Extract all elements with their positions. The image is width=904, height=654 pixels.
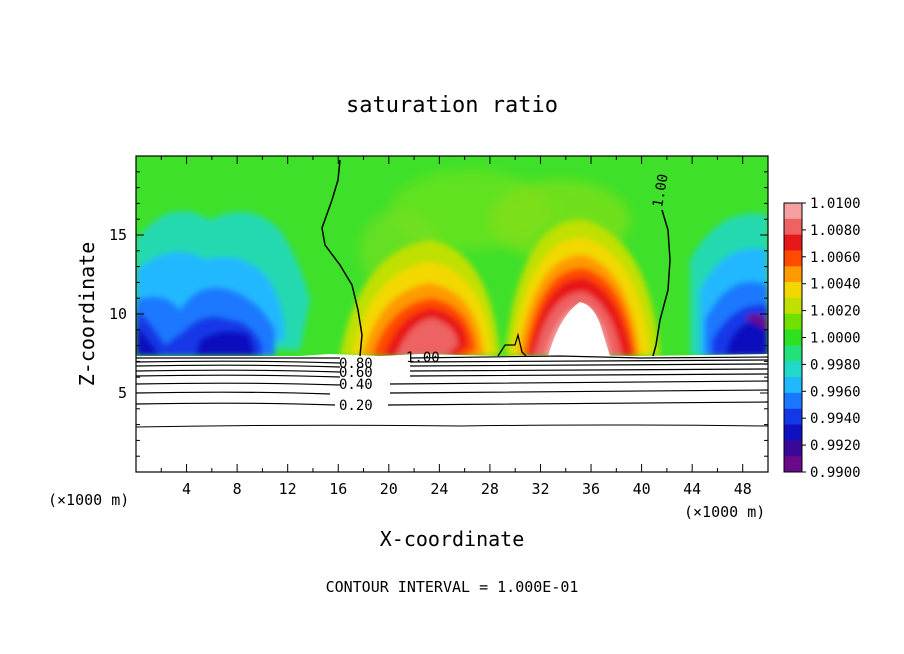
- colorbar-label: 0.9920: [810, 438, 861, 454]
- contour-label-2: 0.80: [339, 356, 373, 372]
- x-tick-label: 12: [279, 480, 297, 498]
- y-axis-ticks: 5 10 15: [109, 171, 768, 457]
- colorbar-label: 0.9940: [810, 411, 861, 427]
- x-tick-label: 16: [329, 480, 347, 498]
- plot-area: [136, 156, 768, 472]
- colorbar-swatch: [784, 313, 802, 331]
- contour-1-right: [652, 209, 671, 357]
- contour-1-mid: [497, 332, 527, 357]
- colorbar-swatch: [784, 361, 802, 378]
- left-supersaturated-plume: [340, 240, 500, 356]
- contour-label-3: 0.60: [339, 365, 373, 381]
- colorbar-label: 0.9980: [810, 357, 861, 373]
- colorbar-swatch: [784, 456, 802, 473]
- x-unit-left: (×1000 m): [48, 491, 129, 509]
- colorbar-swatch: [784, 234, 802, 251]
- x-tick-label: 36: [582, 480, 600, 498]
- x-tick-label: 48: [734, 480, 752, 498]
- colorbar-swatch: [784, 329, 802, 346]
- colorbar-swatch: [784, 424, 802, 441]
- y-tick-label: 15: [109, 226, 127, 244]
- chart-title: saturation ratio: [346, 93, 558, 118]
- y-tick-label: 5: [118, 384, 127, 402]
- colorbar-swatch: [784, 392, 802, 410]
- colorbar-swatch: [784, 250, 802, 267]
- colorbar-swatch: [784, 297, 802, 315]
- contour-label-1: 1.00: [406, 350, 440, 366]
- x-tick-label: 44: [683, 480, 701, 498]
- colorbar-label: 0.9960: [810, 384, 861, 400]
- x-tick-label: 20: [380, 480, 398, 498]
- colorbar-label: 1.0060: [810, 250, 861, 266]
- colorbar-swatch: [784, 282, 802, 299]
- colorbar-label: 1.0080: [810, 223, 861, 239]
- colorbar-label: 0.9900: [810, 465, 861, 481]
- colorbar-swatch: [784, 377, 802, 394]
- x-tick-label: 8: [233, 480, 242, 498]
- colorbar-swatch: [784, 408, 802, 426]
- contour-interval-note: CONTOUR INTERVAL = 1.000E-01: [326, 578, 579, 596]
- colorbar: 1.0100 1.0080 1.0060 1.0040 1.0020 1.0000 0.99…: [783, 196, 861, 481]
- contour-label-5: 0.20: [339, 398, 373, 414]
- colorbar-swatch: [784, 218, 802, 236]
- colorbar-swatch: [784, 440, 802, 457]
- colorbar-swatch: [784, 266, 802, 283]
- y-tick-label: 10: [109, 305, 127, 323]
- x-tick-label: 4: [182, 480, 191, 498]
- contour-label-4: 0.40: [339, 377, 373, 393]
- contour-label-6: 1.00: [650, 173, 672, 209]
- x-unit-right: (×1000 m): [684, 503, 765, 521]
- colorbar-label: 1.0040: [810, 277, 861, 293]
- x-axis-ticks: 4 8 12 16 20 24 28 32 36 40 44 48: [160, 156, 752, 498]
- x-tick-label: 24: [430, 480, 448, 498]
- x-axis-label: X-coordinate: [380, 527, 525, 551]
- y-axis-label: Z-coordinate: [75, 242, 99, 387]
- right-plume-core: [548, 302, 610, 356]
- colorbar-swatch: [784, 203, 802, 220]
- colorbar-swatch: [784, 345, 802, 362]
- right-subsaturated-region: [690, 213, 768, 356]
- x-tick-label: 32: [531, 480, 549, 498]
- x-tick-label: 40: [633, 480, 651, 498]
- colorbar-label: 1.0020: [810, 304, 861, 320]
- lower-white-region: [136, 354, 768, 472]
- colorbar-label: 1.0100: [810, 196, 861, 212]
- horizontal-contours: [136, 355, 768, 428]
- colorbar-label: 1.0000: [810, 331, 861, 347]
- left-subsaturated-region: [136, 211, 310, 356]
- contour-1-left: [321, 159, 363, 357]
- x-tick-label: 28: [481, 480, 499, 498]
